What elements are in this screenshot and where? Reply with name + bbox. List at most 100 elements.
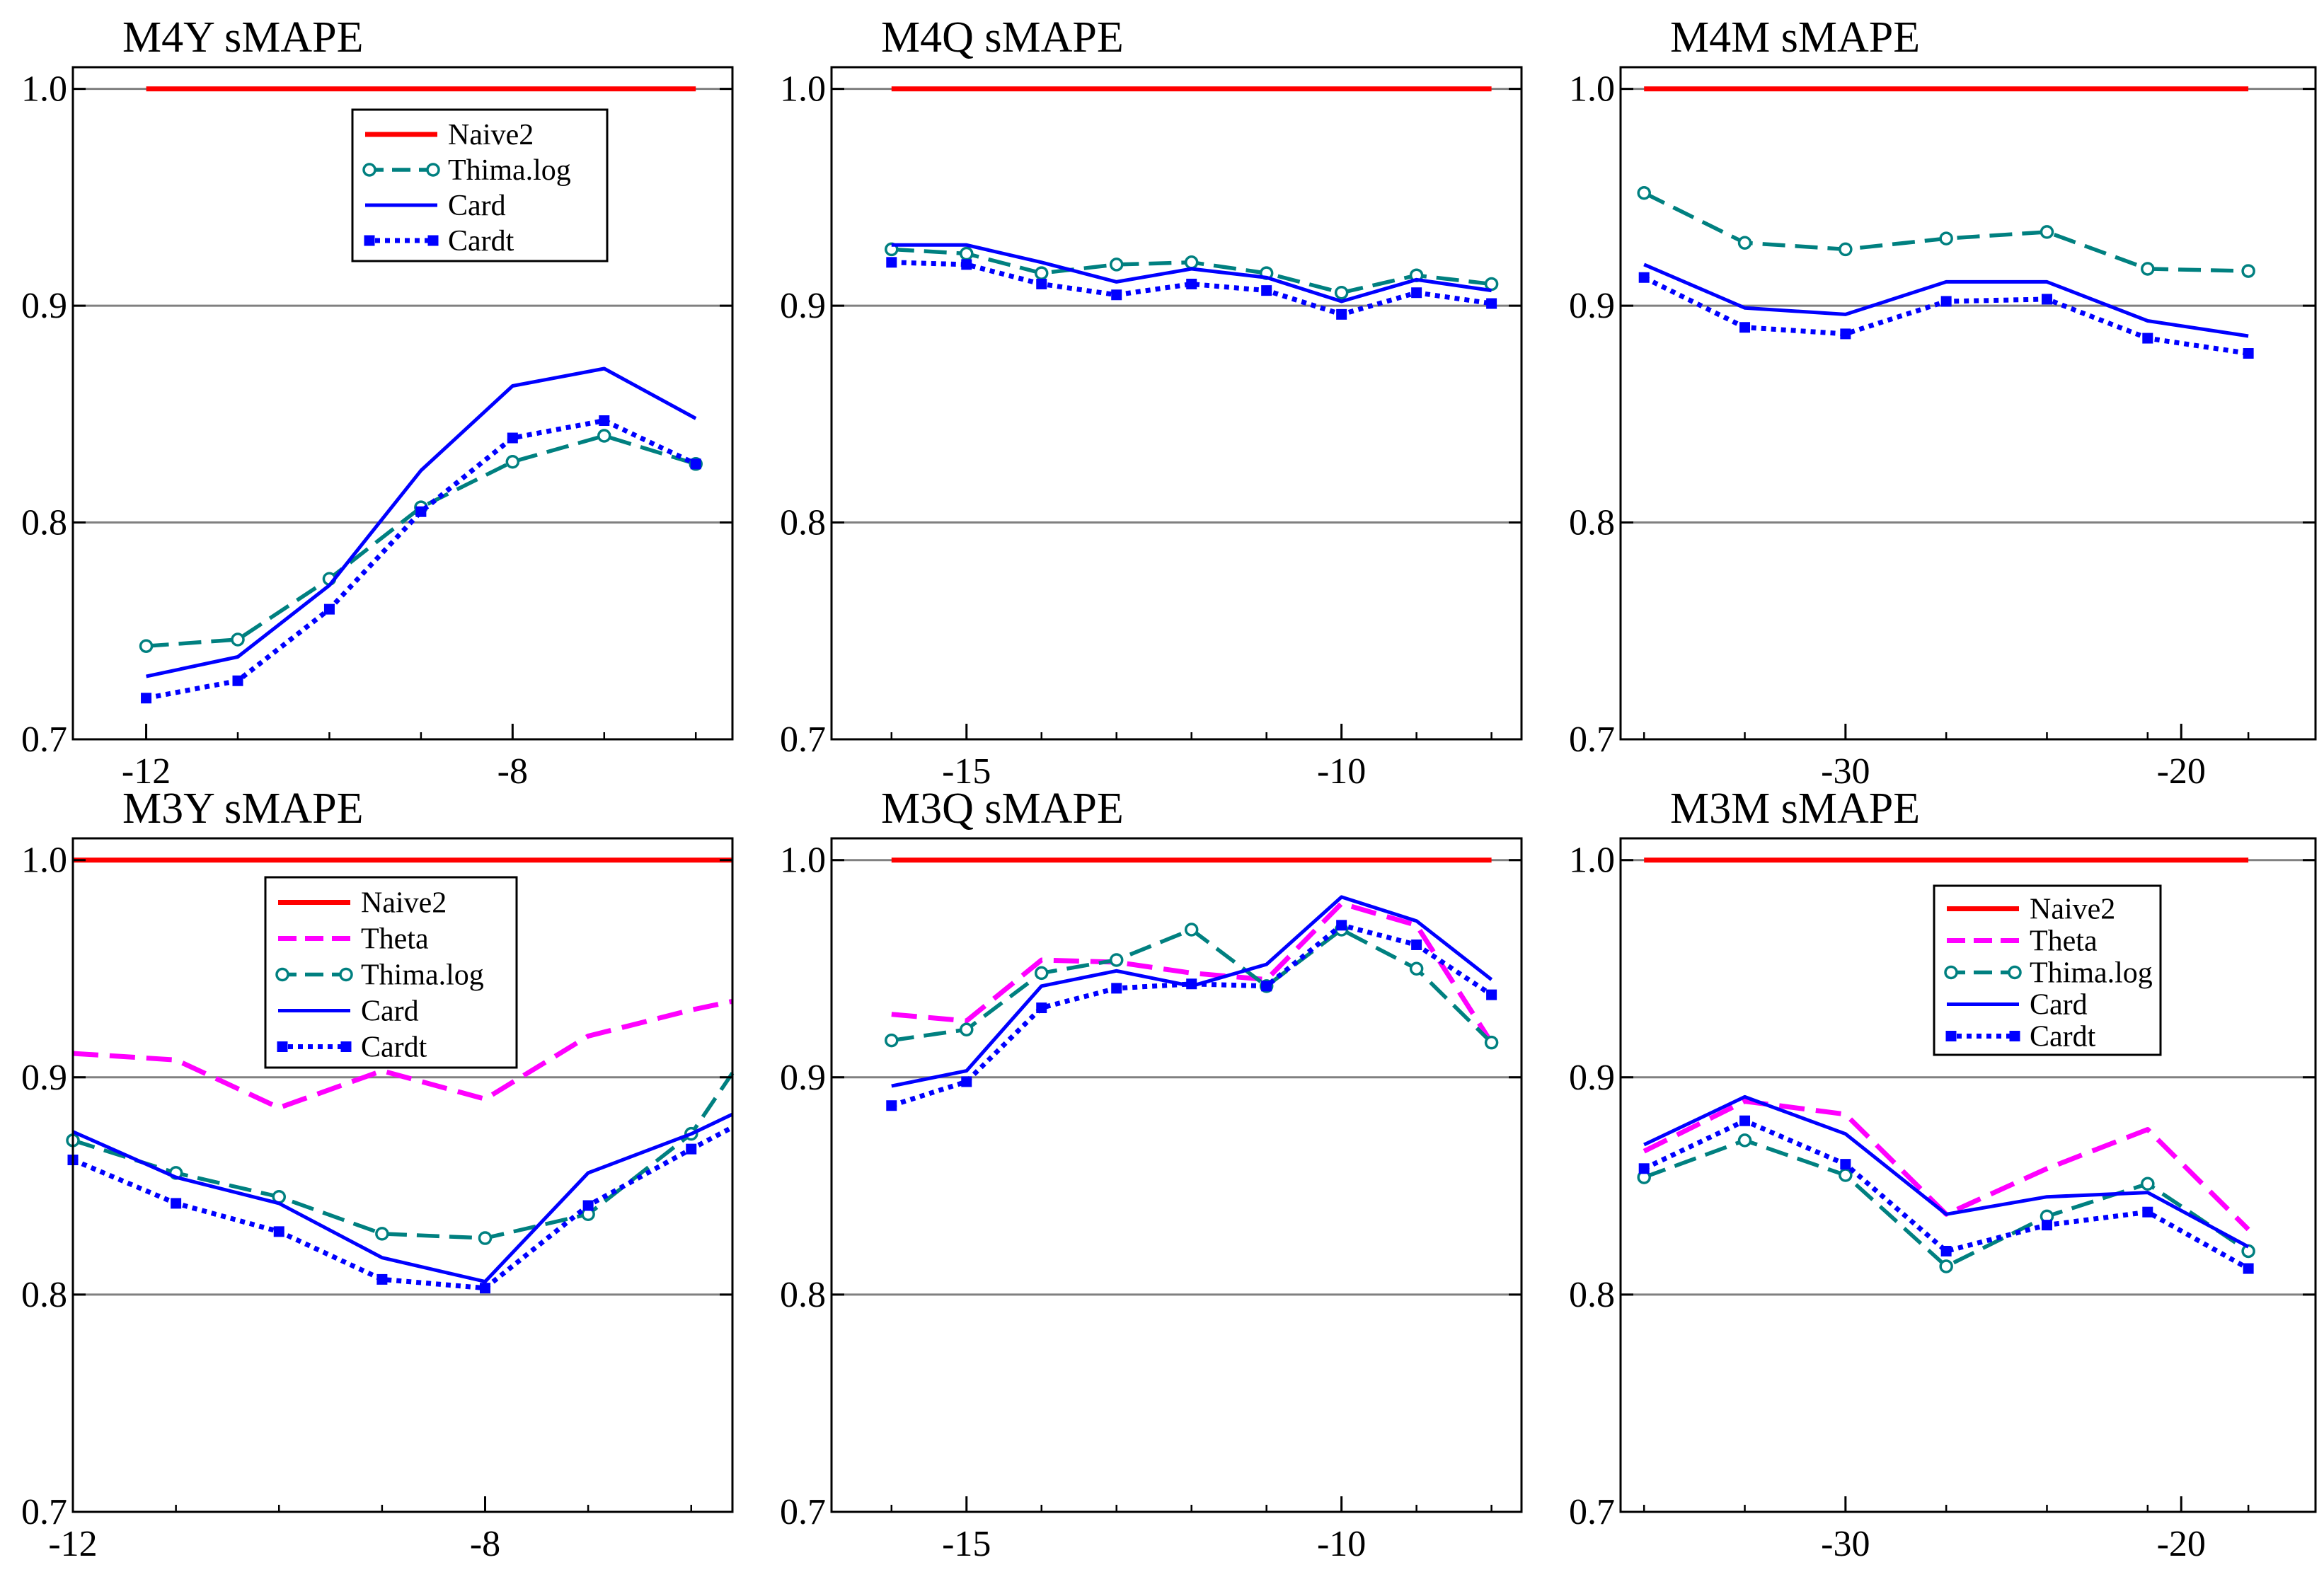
y-tick-label: 0.7 [21, 1492, 67, 1532]
series-line-card [71, 1112, 734, 1283]
data-point-thima [1034, 966, 1049, 981]
series-line-cardt [890, 923, 1493, 1109]
data-point-thima [1484, 277, 1499, 291]
data-point-thima [1409, 961, 1424, 976]
series-line-cardt [1643, 275, 2249, 356]
legend-label: Naive2 [2030, 894, 2115, 926]
data-point-cardt [2041, 1220, 2052, 1231]
y-tick-label: 1.0 [780, 840, 826, 881]
legend-label: Cardt [448, 225, 514, 258]
legend-marker-cardt [364, 235, 375, 246]
data-point-cardt [1486, 298, 1497, 309]
x-tick-label: -12 [48, 1524, 97, 1564]
data-point-cardt [415, 506, 427, 517]
panel-3: 0.7 0.8 0.9 1.0 -30 -20 M4M sMAPE [1569, 13, 2317, 792]
series-line-card [1643, 1094, 2250, 1249]
y-tick-label: 0.9 [21, 286, 67, 326]
legend-marker-thima [2008, 965, 2022, 980]
series-line-card [146, 366, 697, 678]
data-point-cardt [961, 1076, 972, 1087]
y-tick-label: 1.0 [1569, 840, 1615, 881]
legend-label: Theta [2030, 925, 2098, 958]
data-point-thima [1334, 285, 1349, 300]
legend-label: Card [448, 190, 506, 222]
chart-title: M4Y sMAPE [122, 13, 364, 62]
data-point-cardt [1486, 989, 1497, 1000]
data-point-cardt [886, 1100, 897, 1111]
plot-frame [830, 66, 1523, 741]
x-tick-label: -8 [470, 1524, 500, 1564]
data-point-thima [139, 639, 154, 653]
legend-marker-cardt [1945, 1031, 1957, 1041]
y-tick-label: 0.8 [780, 1275, 826, 1315]
data-point-cardt [1036, 1002, 1047, 1014]
data-point-cardt [1186, 278, 1197, 289]
data-point-cardt [2243, 348, 2254, 359]
chart-title: M4Q sMAPE [881, 13, 1124, 62]
data-point-thima [960, 1022, 974, 1036]
data-point-thima [2241, 264, 2255, 278]
data-point-thima [375, 1227, 389, 1241]
data-point-cardt [1336, 308, 1347, 320]
data-point-cardt [1840, 1159, 1851, 1170]
data-point-thima [505, 454, 520, 469]
legend-label: Cardt [361, 1031, 427, 1064]
data-point-cardt [2142, 1206, 2153, 1218]
plot-frame [71, 837, 734, 1513]
data-point-cardt [1739, 1115, 1751, 1126]
data-point-thima [1034, 266, 1049, 280]
legend-marker-thima [1944, 965, 1958, 980]
chart-title: M3M sMAPE [1670, 785, 1920, 833]
y-tick-label: 0.8 [780, 503, 826, 543]
legend-marker-thima [275, 967, 289, 982]
y-tick-label: 0.9 [1569, 1058, 1615, 1098]
data-point-cardt [686, 1143, 697, 1155]
data-point-thima [231, 632, 245, 647]
series-line-card [1643, 262, 2249, 338]
data-point-cardt [376, 1273, 388, 1285]
data-point-cardt [599, 415, 610, 427]
series-line-cardt [71, 1125, 734, 1291]
y-tick-label: 0.9 [780, 286, 826, 326]
legend-label: Naive2 [448, 119, 534, 151]
legend-label: Theta [361, 923, 429, 956]
y-tick-label: 0.8 [1569, 503, 1615, 543]
legend-marker-cardt [427, 235, 439, 246]
data-point-thima [1939, 231, 1953, 245]
data-point-cardt [1261, 285, 1272, 296]
data-point-thima [960, 246, 974, 261]
y-tick-label: 1.0 [21, 69, 67, 110]
legend-label: Thima.log [2030, 957, 2153, 990]
data-point-cardt [323, 603, 335, 615]
legend-box [1933, 884, 2162, 1056]
legend-marker-cardt [277, 1041, 288, 1052]
y-tick-label: 1.0 [1569, 69, 1615, 110]
panel-5: 0.7 0.8 0.9 1.0 -15 -10 M3Q sMAPE [780, 785, 1523, 1564]
y-tick-label: 0.7 [780, 719, 826, 760]
data-point-cardt [2041, 294, 2052, 305]
data-point-thima [1637, 185, 1651, 200]
data-point-thima [2141, 1177, 2155, 1191]
data-point-thima [2040, 225, 2054, 239]
data-point-thima [597, 429, 611, 443]
x-tick-label: -12 [122, 751, 171, 792]
panel-2: 0.7 0.8 0.9 1.0 -15 -10 M4Q sMAPE [780, 13, 1523, 792]
y-tick-label: 0.9 [780, 1058, 826, 1098]
plot-frame [1619, 66, 2317, 741]
data-point-cardt [2142, 333, 2153, 344]
data-point-thima [478, 1231, 493, 1245]
data-point-cardt [1336, 920, 1347, 931]
legend-label: Card [361, 995, 419, 1028]
series-line-thima [72, 1072, 735, 1240]
data-point-thima [1737, 236, 1752, 250]
chart-title: M3Y sMAPE [122, 785, 364, 833]
legend-label: Thima.log [361, 959, 484, 992]
legend-label: Naive2 [361, 887, 447, 920]
data-point-thima [1184, 923, 1199, 937]
x-tick-label: -15 [942, 1524, 991, 1564]
plot-frame [1619, 837, 2317, 1513]
y-tick-label: 0.8 [21, 1275, 67, 1315]
